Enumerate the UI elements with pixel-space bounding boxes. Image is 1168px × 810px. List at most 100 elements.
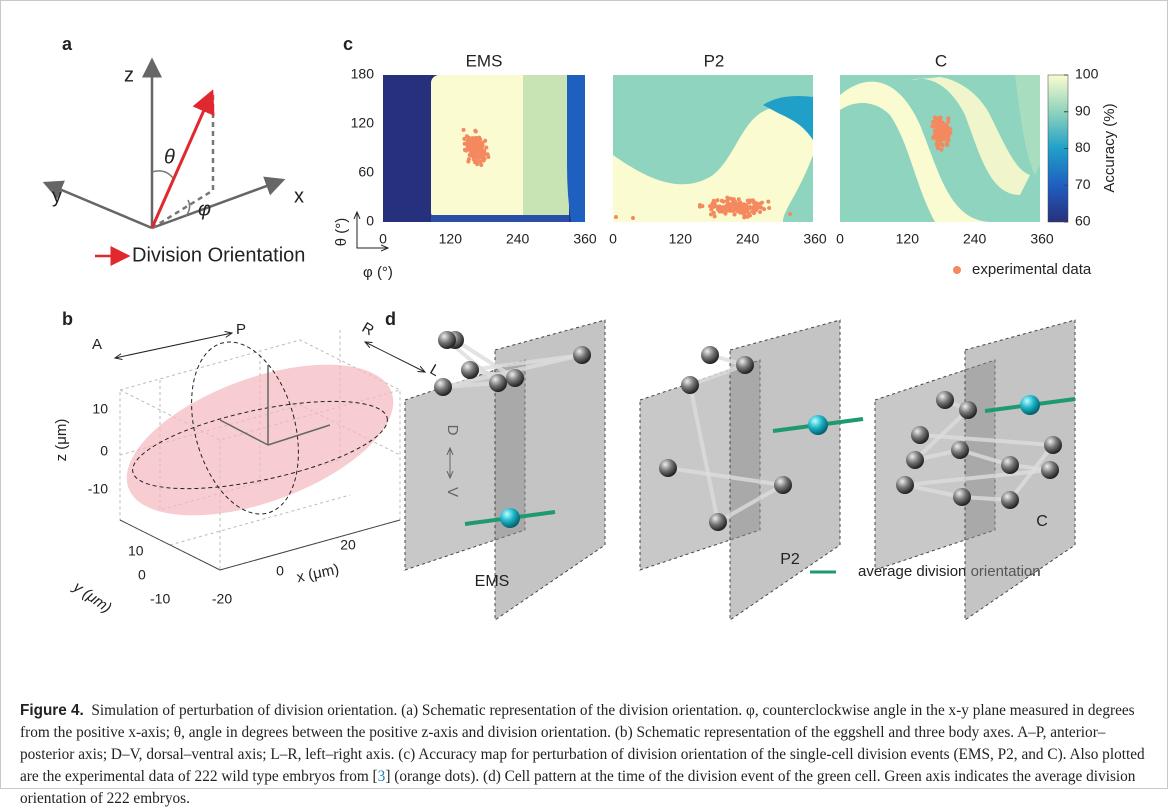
cell-link <box>717 483 784 524</box>
x-tick-label: -20 <box>212 591 232 607</box>
axis-label: P <box>236 321 246 338</box>
cell <box>953 488 971 506</box>
scatter-dot <box>788 212 792 216</box>
cell-label: EMS <box>475 573 510 590</box>
panel-letter: b <box>62 309 73 329</box>
y-tick-label: -10 <box>150 591 170 607</box>
cell <box>681 376 699 394</box>
plane <box>729 319 841 621</box>
panel-letter: c <box>343 34 353 54</box>
angle-arc <box>151 170 174 179</box>
scatter-dot <box>480 152 485 157</box>
scatter-dot <box>940 143 945 148</box>
scatter-dot <box>724 208 729 213</box>
colorbar-tick-label: 80 <box>1075 139 1091 155</box>
scatter-dot <box>932 115 937 120</box>
x-tick-label: 120 <box>669 231 693 247</box>
x-tick-label: 0 <box>379 231 387 247</box>
cell <box>1044 436 1062 454</box>
axis <box>151 176 286 230</box>
scatter-dot <box>466 157 471 162</box>
axis-label: x <box>294 185 304 207</box>
scatter-dot <box>483 138 488 143</box>
heatmap <box>383 75 585 222</box>
scatter-dot <box>468 144 473 149</box>
plane <box>494 319 606 621</box>
scatter-dot <box>736 208 741 213</box>
dividing-cell <box>1020 395 1040 415</box>
panel-title: EMS <box>466 51 503 70</box>
cell-link <box>688 384 720 523</box>
scatter-dot <box>462 147 467 152</box>
cell <box>1001 456 1019 474</box>
z-tick-label: 10 <box>92 401 108 417</box>
scatter-dot <box>478 159 483 164</box>
scatter-dot <box>462 136 467 141</box>
scatter-dot <box>722 205 727 210</box>
colorbar-tick-label: 100 <box>1075 66 1099 82</box>
angle-label: φ <box>198 198 211 220</box>
panel-c: c Accuracy (%) θ (°) φ (°) experimental … <box>333 34 1118 281</box>
scatter-dot <box>740 206 745 211</box>
scatter-dot <box>754 207 759 212</box>
y-tick-label: 120 <box>351 115 375 131</box>
scatter-dot <box>482 156 487 161</box>
scatter-dot <box>712 214 717 219</box>
scatter-dot <box>465 138 470 143</box>
scatter-dot <box>484 145 489 150</box>
scatter-dot <box>735 205 740 210</box>
cell <box>951 441 969 459</box>
angle-label: θ <box>164 146 175 168</box>
scatter-dot <box>932 135 937 140</box>
scatter-dot <box>473 128 478 133</box>
panel-letter: a <box>62 34 73 54</box>
scatter-dot <box>698 203 702 207</box>
scatter-dot <box>471 137 476 142</box>
cell-link <box>904 468 1051 487</box>
plane <box>964 319 1076 621</box>
axis <box>42 180 153 230</box>
plane-outline <box>132 400 388 490</box>
cell <box>659 459 677 477</box>
scatter-dot <box>479 163 484 168</box>
scatter-dot <box>614 215 618 219</box>
ap-arrow <box>115 333 232 358</box>
panel-title: C <box>935 51 947 70</box>
scatter-dot <box>939 123 944 128</box>
axis-label: z <box>124 64 134 86</box>
scatter-dot <box>937 135 942 140</box>
caption-label: Figure 4. <box>20 702 84 719</box>
scatter-dot <box>461 127 466 132</box>
y-tick-label: 60 <box>358 164 374 180</box>
axis-label: y <box>52 185 62 207</box>
scatter-dot <box>736 197 741 202</box>
x-tick-label: 240 <box>736 231 760 247</box>
cell-label: P2 <box>780 551 800 568</box>
scatter-dot <box>930 124 935 129</box>
x-tick-label: 360 <box>803 231 827 247</box>
scatter-dot <box>732 212 737 217</box>
heatmap <box>613 75 813 222</box>
cell <box>489 374 507 392</box>
cell <box>936 391 954 409</box>
scatter-dot <box>933 121 938 126</box>
scatter-dot <box>747 198 752 203</box>
cell-link <box>1008 443 1055 502</box>
cell-link <box>904 483 963 499</box>
scatter-dot <box>741 202 746 207</box>
x-tick-label: 0 <box>836 231 844 247</box>
x-tick-label: 120 <box>439 231 463 247</box>
scatter-dot <box>476 140 481 145</box>
citation[interactable]: 3 <box>377 768 386 785</box>
scatter-dot <box>767 206 772 211</box>
cell <box>906 451 924 469</box>
panel-title: P2 <box>704 51 725 70</box>
scatter-dot <box>474 144 479 149</box>
cell <box>1001 491 1019 509</box>
y-tick-label: 10 <box>128 543 144 559</box>
cell <box>461 361 479 379</box>
scatter-dot <box>942 130 947 135</box>
panel-letter: d <box>385 309 396 329</box>
scatter-dot <box>745 206 750 211</box>
axis-label: L <box>427 361 443 380</box>
